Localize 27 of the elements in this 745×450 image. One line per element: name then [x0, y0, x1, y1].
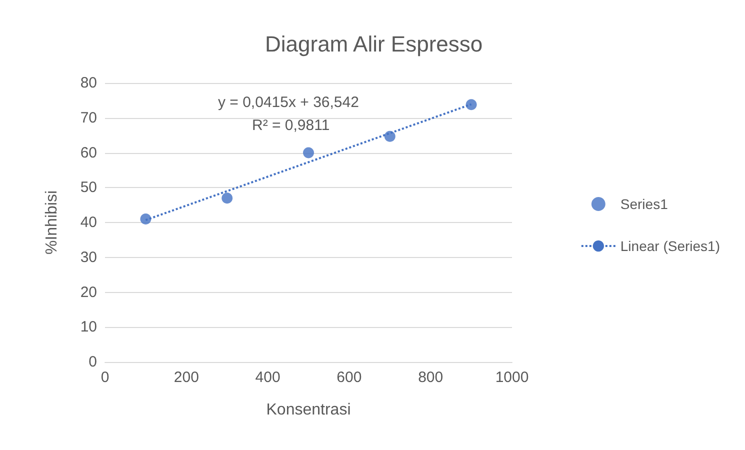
y-tick-label: 40: [80, 214, 97, 231]
x-axis-title: Konsentrasi: [266, 402, 351, 418]
y-tick-label: 80: [80, 74, 97, 92]
point: [140, 214, 152, 225]
legend-label: Linear (Series1): [620, 238, 720, 254]
annotation: R² = 0,9811: [252, 117, 330, 134]
y-axis-title: %Inhibisi: [44, 190, 60, 255]
x-tick-label: 800: [418, 369, 444, 386]
y-tick-label: 50: [80, 179, 97, 196]
legend-label: Series1: [620, 196, 668, 212]
x-tick-label: 0: [100, 369, 110, 386]
y-tick-label: 70: [80, 109, 97, 126]
x-tick-label: 1000: [495, 369, 529, 386]
y-tick-label: 0: [88, 354, 97, 370]
annotation: y = 0,0415x + 36,542: [218, 94, 359, 111]
x-tick-label: 200: [174, 369, 199, 386]
point: [384, 130, 396, 142]
point: [222, 192, 233, 204]
x-tick-label: 400: [255, 369, 280, 386]
point: [303, 147, 314, 158]
x-tick-label: 600: [336, 369, 362, 386]
point: [466, 99, 477, 110]
y-tick-label: 60: [80, 144, 97, 162]
y-tick-label: 30: [80, 248, 97, 266]
y-tick-label: 10: [80, 318, 97, 336]
y-tick-label: 20: [80, 284, 97, 301]
chart-title: Diagram Alir Espresso: [265, 32, 483, 56]
